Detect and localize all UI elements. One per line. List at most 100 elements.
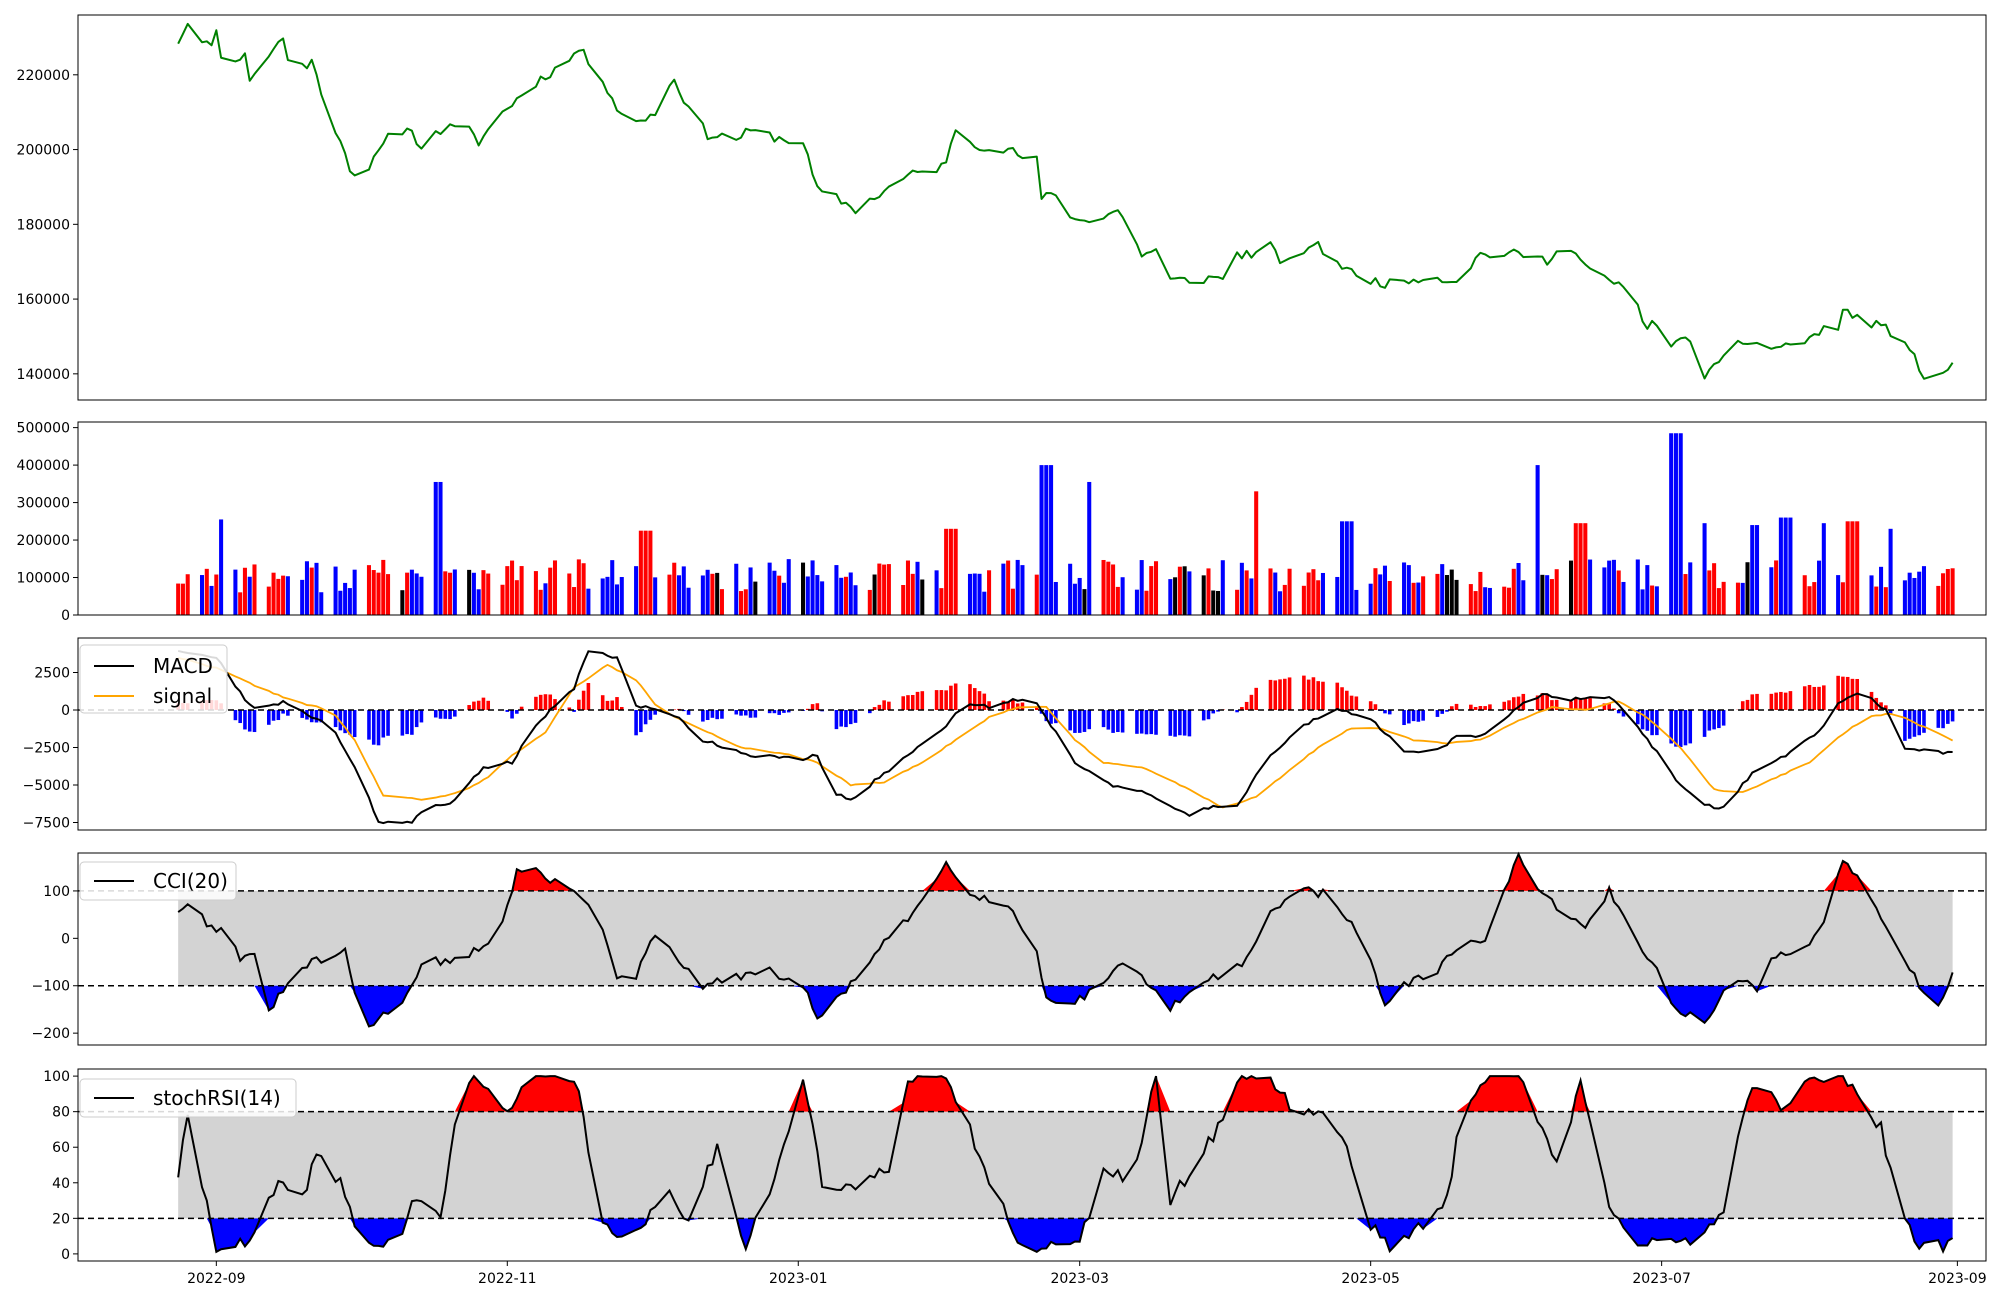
macd-histogram-bar <box>1368 701 1373 710</box>
macd-ytick-label: 0 <box>61 703 70 719</box>
macd-histogram-bar <box>1144 710 1149 735</box>
stochrsi-legend-label: stochRSI(14) <box>153 1086 281 1110</box>
volume-bar <box>705 569 710 615</box>
macd-histogram-bar <box>815 703 820 710</box>
volume-bar <box>1068 563 1073 615</box>
volume-bar <box>1673 433 1678 615</box>
volume-bar <box>1578 523 1583 615</box>
volume-bar <box>1502 586 1507 615</box>
volume-ytick-label: 200000 <box>17 533 70 549</box>
volume-bar <box>872 574 877 615</box>
volume-bar <box>185 574 190 615</box>
macd-histogram-bar <box>1783 692 1788 710</box>
volume-bar <box>1712 563 1717 615</box>
volume-bar <box>1845 521 1850 615</box>
macd-histogram-bar <box>1822 685 1826 710</box>
macd-histogram-bar <box>543 694 548 710</box>
volume-bar <box>1850 521 1855 615</box>
macd-histogram-bar <box>710 710 715 718</box>
volume-bar <box>843 576 848 615</box>
volume-plot-area <box>176 433 1955 615</box>
macd-histogram-bar <box>1573 698 1578 710</box>
macd-y-axis: −7500 −5000 −2500 0 2500 <box>23 666 78 832</box>
volume-bar <box>281 575 286 615</box>
volume-bar <box>1373 568 1378 615</box>
volume-bar <box>1082 589 1087 615</box>
macd-histogram-bar <box>1182 710 1187 736</box>
macd-histogram-bar <box>1788 691 1793 710</box>
macd-histogram-bar <box>1354 696 1359 710</box>
volume-bar <box>1688 562 1693 615</box>
volume-bar <box>338 590 343 615</box>
volume-bar <box>901 585 906 615</box>
volume-bar <box>1211 590 1216 615</box>
volume-bar <box>681 566 686 615</box>
macd-histogram-bar <box>567 707 572 710</box>
volume-bar <box>1387 580 1392 615</box>
macd-histogram-bar <box>1507 700 1511 710</box>
macd-histogram-bar <box>453 710 457 717</box>
volume-bar <box>1516 563 1521 615</box>
macd-histogram-bar <box>653 710 657 715</box>
macd-histogram-bar <box>987 701 991 710</box>
volume-bar <box>1015 559 1020 615</box>
macd-histogram-bar <box>944 690 948 710</box>
volume-bar <box>1616 570 1621 615</box>
macd-histogram-bar <box>1402 710 1406 726</box>
volume-bar <box>767 562 772 615</box>
volume-bar <box>1034 574 1039 615</box>
macd-histogram-bar <box>934 690 939 710</box>
volume-bar <box>1072 583 1077 615</box>
volume-bar <box>1702 523 1707 615</box>
macd-histogram-bar <box>1316 681 1320 710</box>
macd-histogram-bar <box>1740 701 1745 710</box>
volume-bar <box>199 575 205 615</box>
volume-bar <box>1802 575 1807 615</box>
volume-bar <box>1521 580 1526 615</box>
macd-line <box>177 649 1953 825</box>
volume-bar <box>1335 576 1340 615</box>
macd-histogram-bar <box>1702 710 1707 737</box>
macd-histogram-bar <box>844 710 848 728</box>
macd-histogram-bar <box>505 710 510 712</box>
macd-histogram-bar <box>1936 710 1941 728</box>
volume-bar <box>1836 575 1841 615</box>
volume-bar <box>514 580 519 615</box>
macd-histogram-bar <box>510 710 514 719</box>
x-tick-label: 2023-03 <box>1050 1271 1109 1287</box>
macd-histogram-bar <box>1588 698 1592 710</box>
macd-histogram-bar <box>1946 710 1950 724</box>
stochrsi-ytick-label: 100 <box>43 1069 70 1085</box>
volume-bar <box>667 574 672 615</box>
stochrsi-ytick-label: 80 <box>52 1105 70 1121</box>
volume-bar <box>1006 560 1011 615</box>
macd-histogram-bar <box>1139 710 1144 734</box>
volume-bar <box>285 576 290 615</box>
price-panel: 140000 160000 180000 200000 220000 <box>17 14 1987 401</box>
macd-histogram-bar <box>1516 696 1521 710</box>
stochrsi-line <box>177 1074 1954 1254</box>
volume-bar <box>1421 576 1426 615</box>
macd-histogram-bar <box>1712 710 1716 730</box>
volume-bar <box>1235 589 1240 615</box>
macd-histogram-bar <box>286 710 290 716</box>
volume-bar <box>1478 571 1483 615</box>
volume-bar <box>653 577 658 615</box>
volume-bar <box>209 585 214 615</box>
macd-histogram-bar <box>1807 684 1812 710</box>
macd-histogram-bar <box>1545 694 1549 710</box>
volume-bar <box>1540 574 1545 615</box>
volume-bar <box>1812 582 1817 615</box>
macd-histogram-bar <box>1583 698 1588 710</box>
volume-bar <box>1950 568 1955 615</box>
volume-bar <box>347 588 352 615</box>
volume-bar <box>1912 577 1917 615</box>
volume-bar <box>371 570 376 615</box>
volume-bar <box>252 564 257 615</box>
cci-ytick-label: 0 <box>61 931 70 947</box>
macd-histogram-bar <box>1769 693 1774 710</box>
cci-y-axis: −200 −100 0 100 <box>32 884 78 1042</box>
volume-bar <box>1874 586 1879 615</box>
volume-bar <box>1053 581 1058 615</box>
macd-legend-label: MACD <box>153 654 213 678</box>
